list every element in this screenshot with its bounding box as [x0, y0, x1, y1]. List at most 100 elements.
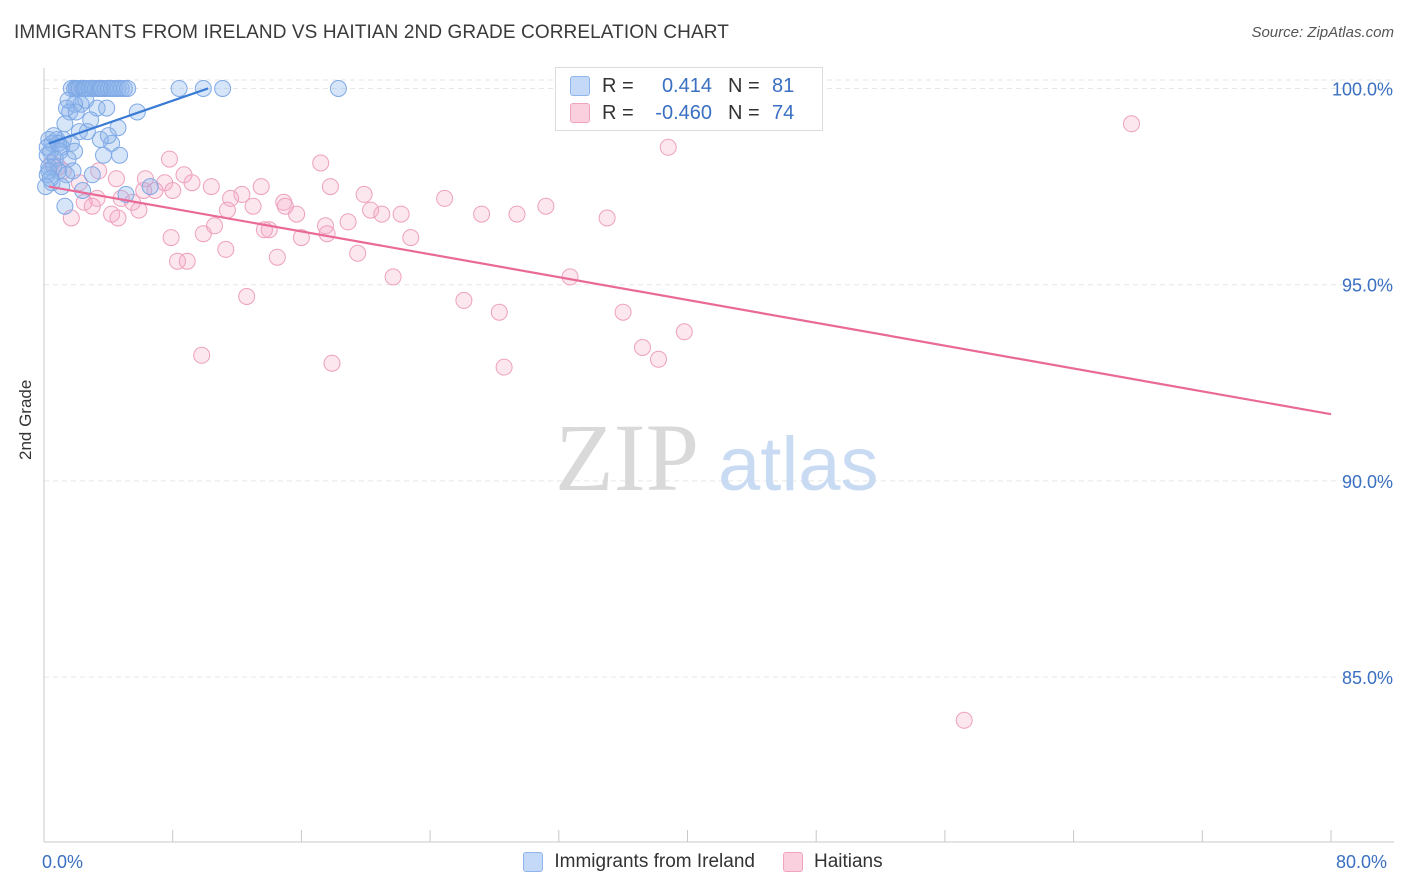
haitians-point	[164, 182, 182, 199]
haitians-point	[384, 268, 402, 286]
haitians-point	[107, 170, 125, 188]
haitians-point	[162, 229, 180, 247]
ireland-point	[95, 146, 112, 164]
r-value: 0.414	[661, 74, 712, 97]
ireland-point	[98, 99, 116, 117]
n-label: N =	[728, 74, 760, 97]
legend-label: Haitians	[813, 851, 883, 872]
stats-row-ireland: R = 0.414 N = 81	[570, 74, 794, 98]
y-tick-label: 100.0%	[1332, 79, 1393, 99]
haitians-point	[218, 201, 236, 219]
haitians-point	[955, 711, 973, 729]
ireland-point	[194, 80, 212, 97]
r-value: -0.460	[655, 101, 712, 124]
haitians-point	[323, 354, 341, 372]
haitians-point	[349, 244, 367, 262]
haitians-point	[598, 209, 616, 227]
r-label: R =	[602, 74, 634, 97]
ireland-point	[99, 127, 117, 145]
ireland-trend-line	[48, 87, 209, 145]
haitians-point	[321, 178, 339, 196]
source-credit: Source: ZipAtlas.com	[1251, 24, 1394, 41]
haitians-point	[161, 150, 178, 168]
haitians-point	[318, 225, 336, 243]
haitians-swatch	[782, 852, 803, 872]
legend-item-ireland[interactable]: Immigrants from Ireland	[523, 851, 755, 873]
haitians-swatch	[570, 103, 590, 123]
haitians-point	[473, 205, 491, 223]
haitians-point	[83, 197, 101, 215]
haitians-point	[455, 291, 473, 309]
haitians-point	[659, 138, 677, 156]
haitians-point	[508, 205, 526, 223]
y-tick-label: 85.0%	[1342, 668, 1393, 688]
series-legend: Immigrants from Ireland Haitians	[0, 851, 1406, 873]
haitians-point	[193, 346, 211, 364]
ireland-point	[64, 162, 82, 180]
haitians-point	[373, 205, 391, 223]
haitians-point	[339, 213, 357, 231]
ireland-point	[111, 146, 129, 164]
haitians-point	[252, 178, 270, 196]
ireland-point	[119, 80, 137, 97]
ireland-point	[214, 80, 232, 97]
haitians-point	[362, 201, 380, 219]
haitians-point	[650, 350, 667, 368]
haitians-point	[490, 303, 508, 321]
n-value: 74	[772, 101, 795, 124]
haitians-point	[183, 174, 201, 192]
watermark-zip: ZIP	[555, 404, 699, 511]
chart-title: IMMIGRANTS FROM IRELAND VS HAITIAN 2ND G…	[14, 22, 729, 43]
gridlines	[44, 79, 1394, 678]
haitians-point	[355, 185, 373, 203]
haitians-point	[495, 358, 513, 376]
ireland-point	[70, 123, 88, 141]
haitians-point	[194, 225, 212, 243]
y-tick-label: 90.0%	[1342, 472, 1393, 492]
ireland-point	[141, 178, 159, 196]
haitians-point	[169, 252, 186, 270]
y-tick-labels: 100.0% 95.0% 90.0% 85.0%	[1332, 79, 1393, 688]
haitians-point	[402, 229, 420, 247]
haitians-point	[238, 288, 256, 305]
haitians-point	[178, 252, 196, 270]
n-label: N =	[728, 101, 760, 124]
stats-row-haitians: R = -0.460 N = 74	[570, 101, 794, 125]
haitians-point	[392, 205, 410, 223]
watermark-atlas: atlas	[718, 422, 879, 507]
haitians-point	[537, 197, 555, 215]
haitians-point	[244, 197, 262, 215]
haitians-point	[561, 268, 579, 286]
x-tick-label-min: 0.0%	[42, 852, 84, 872]
ireland-point	[83, 166, 101, 184]
haitians-point	[1123, 115, 1140, 133]
haitians-point	[614, 303, 632, 321]
y-axis-label: 2nd Grade	[16, 379, 35, 460]
y-tick-label: 95.0%	[1342, 276, 1393, 296]
ireland-point	[170, 80, 188, 97]
haitians-point	[436, 189, 454, 207]
ireland-point	[329, 80, 347, 97]
axes	[43, 68, 1394, 843]
haitians-point	[202, 178, 220, 196]
ireland-point	[117, 185, 135, 203]
haitians-trend-line	[48, 185, 1332, 416]
ireland-swatch	[523, 852, 544, 872]
ireland-point	[41, 170, 59, 188]
ireland-point	[56, 197, 74, 215]
x-tick-label-max: 80.0%	[1336, 852, 1388, 872]
legend-label: Immigrants from Ireland	[554, 851, 755, 872]
haitians-point	[675, 323, 693, 341]
series-ireland	[37, 80, 347, 215]
stats-legend: R = 0.414 N = 81 R = -0.460 N = 74	[555, 67, 823, 131]
haitians-point	[312, 154, 330, 172]
legend-item-haitians[interactable]: Haitians	[782, 851, 883, 873]
haitians-point	[233, 185, 251, 203]
r-label: R =	[602, 101, 634, 124]
haitians-point	[109, 209, 127, 227]
haitians-point	[292, 229, 310, 247]
n-value: 81	[772, 74, 795, 97]
haitians-point	[268, 248, 286, 266]
ireland-swatch	[570, 76, 590, 96]
